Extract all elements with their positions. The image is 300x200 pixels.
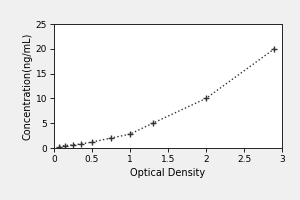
Y-axis label: Concentration(ng/mL): Concentration(ng/mL) bbox=[23, 32, 33, 140]
X-axis label: Optical Density: Optical Density bbox=[130, 168, 206, 178]
